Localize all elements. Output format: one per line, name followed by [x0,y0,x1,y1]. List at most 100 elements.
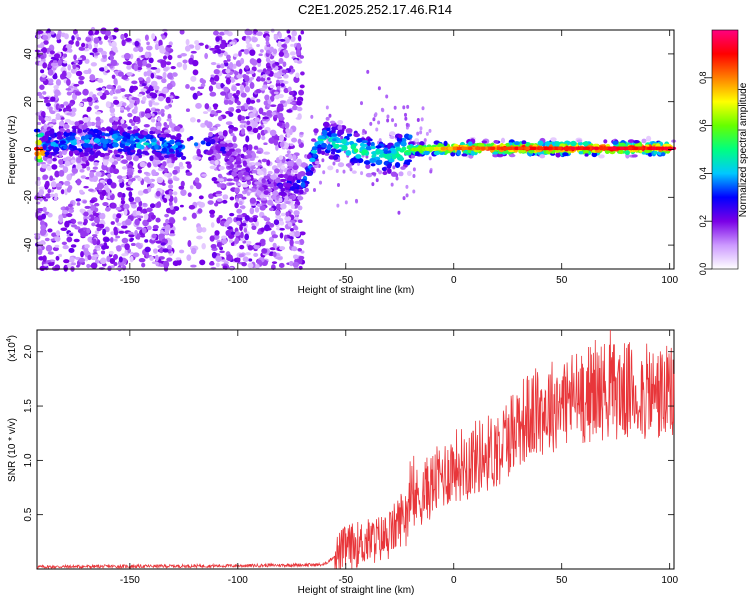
spectrogram-point [570,140,577,147]
spectrogram-point [405,184,409,189]
spectrogram-point [247,162,252,167]
spectrogram-point [57,134,62,140]
spectrogram-point [290,204,295,210]
spectrogram-point [143,71,148,77]
colorbar-tick-label: 0.4 [698,167,708,180]
spectrogram-point [355,154,362,159]
spectrogram-point [279,232,284,239]
spectrogram-point [222,199,228,204]
spectrogram-point [106,178,113,186]
spectrogram-point [57,105,62,109]
spectrogram-point [49,175,54,182]
spectrogram-point [218,166,225,171]
spectrogram-point [50,181,57,188]
spectrogram-point [162,161,167,167]
spectrogram-point [138,46,144,53]
spectrogram-point [93,254,100,258]
spectrogram-point [42,35,49,41]
spectrogram-point [74,121,80,127]
spectrogram-point [222,194,229,200]
spectrogram-point [246,70,250,75]
spectrogram-point [77,128,83,134]
spectrogram-point [289,101,296,105]
spectrogram-y-tick-label: 0 [23,146,34,152]
spectrogram-point [288,195,295,200]
spectrogram-point [150,80,158,87]
spectrogram-point [607,146,612,151]
spectrogram-point [137,190,144,196]
spectrogram-point [89,199,96,204]
spectrogram-point [88,214,95,222]
spectrogram-point [94,52,100,56]
spectrogram-point [114,154,121,158]
spectrogram-point [49,193,55,198]
spectrogram-point [79,189,84,194]
spectrogram-point [255,242,262,246]
spectrogram-point [128,191,133,198]
spectrogram-point [60,227,68,232]
spectrogram-point [215,262,220,268]
spectrogram-point [53,197,58,201]
spectrogram-point [92,94,97,99]
spectrogram-point [228,182,235,186]
spectrogram-point [233,53,239,58]
spectrogram-point [92,128,99,134]
spectrogram-point [531,146,537,151]
spectrogram-point [38,186,46,190]
spectrogram-point [405,122,409,127]
spectrogram-point [467,141,473,146]
spectrogram-point [327,165,334,171]
spectrogram-point [161,78,167,84]
spectrogram-point [100,50,107,56]
spectrogram-point [300,250,305,254]
spectrogram-point [660,152,666,157]
spectrogram-point [103,237,110,242]
spectrogram-point [129,255,134,263]
spectrogram-point [137,59,144,67]
spectrogram-point [366,69,370,74]
spectrogram-point [47,146,55,150]
spectrogram-point [137,176,143,182]
spectrogram-point [330,133,338,137]
spectrogram-point [57,59,62,67]
spectrogram-point [47,251,54,255]
spectrogram-point [46,28,51,33]
spectrogram-point [62,60,68,64]
spectrogram-point [126,154,133,161]
spectrogram-point [251,223,255,226]
spectrogram-point [279,141,285,148]
spectrogram-point [509,154,516,158]
spectrogram-point [370,145,376,150]
spectrogram-point [361,143,368,148]
spectrogram-point [554,141,561,148]
spectrogram-point [270,28,275,33]
spectrogram-point [229,196,235,201]
spectrogram-point [253,145,259,150]
spectrogram-point [104,152,111,156]
spectrogram-point [148,57,154,64]
spectrogram-point [651,146,657,151]
spectrogram-point [138,77,144,82]
spectrogram-point [277,103,284,110]
spectrogram-point [285,200,291,205]
spectrogram-point [304,187,309,193]
spectrogram-point [527,149,535,154]
spectrogram-point [139,161,146,168]
snr-x-tick-label: 0 [451,575,457,586]
spectrogram-point [245,116,250,120]
spectrogram-point [282,61,287,68]
spectrogram-point [166,82,173,90]
spectrogram-point [266,65,272,69]
spectrogram-point [123,203,130,210]
spectrogram-point [265,41,270,46]
spectrogram-point [261,135,266,141]
spectrogram-point [150,183,155,188]
spectrogram-point [152,102,160,106]
spectrogram-point [89,171,95,178]
spectrogram-point [278,112,284,120]
spectrogram-point [263,129,268,134]
spectrogram-point [44,180,50,188]
snr-x-tick-label: 100 [661,575,678,586]
spectrogram-point [234,148,242,153]
spectrogram-point [46,165,52,171]
